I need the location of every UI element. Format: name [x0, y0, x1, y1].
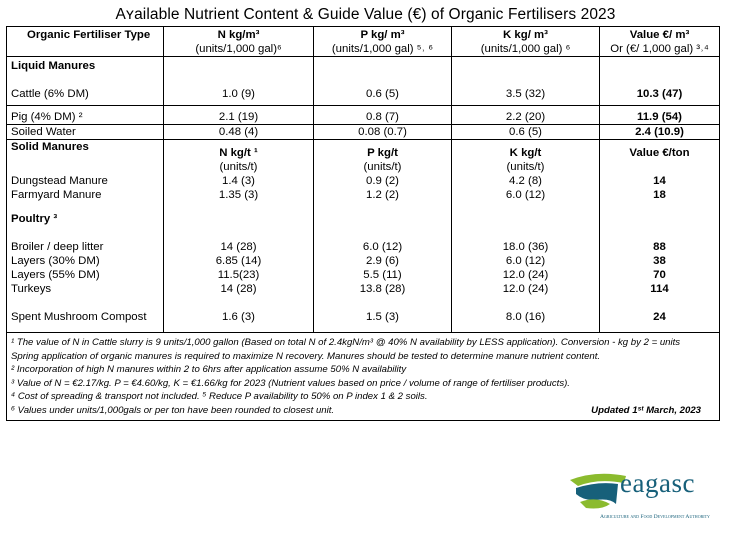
row-name: Layers (55% DM) — [6, 268, 164, 282]
cell-p: 1.5 (3) — [313, 310, 452, 333]
row-name: Spent Mushroom Compost — [6, 310, 164, 333]
table-row: Layers (30% DM) 6.85 (14) 2.9 (6) 6.0 (1… — [6, 254, 720, 268]
cell-n: 1.4 (3) — [163, 174, 314, 188]
cell-value: 18 — [599, 188, 720, 202]
footnote-1: ¹ The value of N in Cattle slurry is 9 u… — [11, 337, 681, 348]
table-row: Layers (55% DM) 11.5(23) 5.5 (11) 12.0 (… — [6, 268, 720, 282]
cell-n: 1.35 (3) — [163, 188, 314, 202]
cell-value: 14 — [599, 174, 720, 188]
cell-p: 2.9 (6) — [313, 254, 452, 268]
section-solid-manures: Solid Manures — [6, 139, 164, 174]
table-row: Soiled Water 0.48 (4) 0.08 (0.7) 0.6 (5)… — [6, 124, 720, 140]
row-name: Turkeys — [6, 282, 164, 296]
table-row: Dungstead Manure 1.4 (3) 0.9 (2) 4.2 (8)… — [6, 174, 720, 188]
footnote-6-line: ⁶ Values under units/1,000gals or per to… — [11, 404, 715, 418]
section-poultry: Poultry ³ — [6, 202, 164, 226]
footnotes: ¹ The value of N in Cattle slurry is 9 u… — [6, 332, 720, 421]
cell-k: 8.0 (16) — [451, 310, 600, 333]
row-name: Cattle (6% DM) — [6, 87, 164, 106]
cell-p: 5.5 (11) — [313, 268, 452, 282]
footnote-3: ³ Value of N = €2.17/kg. P = €4.60/kg, K… — [11, 377, 570, 389]
cell-value: 11.9 (54) — [599, 105, 720, 125]
updated-date: Updated 1ˢᵗ March, 2023 — [591, 404, 701, 416]
cell-value: 2.4 (10.9) — [599, 124, 720, 140]
cell-n: 1.0 (9) — [163, 87, 314, 106]
cell-k: 12.0 (24) — [451, 268, 600, 282]
col-header-p: P kg/ m³ (units/1,000 gal) ⁵˒ ⁶ — [313, 26, 452, 57]
section-heading-row: Solid Manures N kg/t ¹ (units/t) P kg/t (u… — [6, 139, 720, 174]
nutrient-table: Organic Fertiliser Type N kg/m³ (units/1,… — [6, 26, 720, 421]
solid-n-header: N kg/t ¹ (units/t) — [163, 139, 314, 174]
cell-n: 14 (28) — [163, 282, 314, 296]
cell-p: 0.8 (7) — [313, 105, 452, 125]
table-row: Pig (4% DM) ² 2.1 (19) 0.8 (7) 2.2 (20) … — [6, 105, 720, 125]
logo-wordmark: eagasc — [620, 468, 695, 498]
table-header-row: Organic Fertiliser Type N kg/m³ (units/1,… — [6, 26, 720, 57]
footnotes-row: ¹ The value of N in Cattle slurry is 9 u… — [6, 332, 720, 421]
table-row: Turkeys 14 (28) 13.8 (28) 12.0 (24) 114 — [6, 282, 720, 296]
row-name: Soiled Water — [6, 124, 164, 140]
logo-swoosh-teal — [576, 483, 618, 504]
cell-n: 2.1 (19) — [163, 105, 314, 125]
section-liquid-manures: Liquid Manures — [6, 56, 164, 73]
logo-swoosh-green — [570, 473, 626, 486]
cell-k: 6.0 (12) — [451, 254, 600, 268]
footnote-4: ⁴ Cost of spreading & transport not incl… — [11, 391, 428, 402]
cell-p: 6.0 (12) — [313, 240, 452, 254]
cell-p: 0.9 (2) — [313, 174, 452, 188]
col-header-n: N kg/m³ (units/1,000 gal)⁶ — [163, 26, 314, 57]
cell-k: 0.6 (5) — [451, 124, 600, 140]
cell-n: 1.6 (3) — [163, 310, 314, 333]
solid-p-header: P kg/t (units/t) — [313, 139, 452, 174]
cell-value: 38 — [599, 254, 720, 268]
footnote-1b: Spring application of organic manures is… — [11, 350, 601, 362]
solid-k-header: K kg/t (units/t) — [451, 139, 600, 174]
section-heading-row: Liquid Manures — [6, 56, 720, 73]
footnote-2: ² Incorporation of high N manures within… — [11, 364, 407, 375]
cell-value: 24 — [599, 310, 720, 333]
logo-tagline: Agriculture and Food Development Authori… — [600, 514, 710, 520]
cell-p: 1.2 (2) — [313, 188, 452, 202]
page-title: Aʏailable Nutrient Content & Guide Value… — [115, 6, 616, 23]
cell-n: 0.48 (4) — [163, 124, 314, 140]
cell-n: 6.85 (14) — [163, 254, 314, 268]
cell-value: 10.3 (47) — [599, 87, 720, 106]
col-header-type: Organic Fertiliser Type — [6, 26, 164, 57]
table-row: Cattle (6% DM) 1.0 (9) 0.6 (5) 3.5 (32) … — [6, 87, 720, 106]
cell-k: 12.0 (24) — [451, 282, 600, 296]
table-row: Farmyard Manure 1.35 (3) 1.2 (2) 6.0 (12… — [6, 188, 720, 202]
row-name: Layers (30% DM) — [6, 254, 164, 268]
table-row: Broiler / deep litter 14 (28) 6.0 (12) 1… — [6, 240, 720, 254]
table-row: Spent Mushroom Compost 1.6 (3) 1.5 (3) 8… — [6, 310, 720, 333]
row-name: Broiler / deep litter — [6, 240, 164, 254]
cell-p: 0.08 (0.7) — [313, 124, 452, 140]
cell-n: 14 (28) — [163, 240, 314, 254]
cell-n: 11.5(23) — [163, 268, 314, 282]
row-name: Pig (4% DM) ² — [6, 105, 164, 125]
logo-wave-green — [580, 499, 610, 509]
solid-value-header: Value €/ton — [599, 139, 720, 174]
section-heading-row: Poultry ³ — [6, 202, 720, 226]
cell-k: 6.0 (12) — [451, 188, 600, 202]
footnote-6: ⁶ Values under units/1,000gals or per to… — [11, 404, 335, 416]
cell-value: 114 — [599, 282, 720, 296]
cell-value: 88 — [599, 240, 720, 254]
col-header-k: K kg/ m³ (units/1,000 gal) ⁶ — [451, 26, 600, 57]
teagasc-logo — [570, 473, 626, 509]
cell-k: 18.0 (36) — [451, 240, 600, 254]
row-name: Dungstead Manure — [6, 174, 164, 188]
cell-k: 3.5 (32) — [451, 87, 600, 106]
cell-p: 0.6 (5) — [313, 87, 452, 106]
row-name: Farmyard Manure — [6, 188, 164, 202]
col-header-value: Value €/ m³ Or (€/ 1,000 gal) ³˒⁴ — [599, 26, 720, 57]
cell-p: 13.8 (28) — [313, 282, 452, 296]
cell-value: 70 — [599, 268, 720, 282]
cell-k: 4.2 (8) — [451, 174, 600, 188]
cell-k: 2.2 (20) — [451, 105, 600, 125]
